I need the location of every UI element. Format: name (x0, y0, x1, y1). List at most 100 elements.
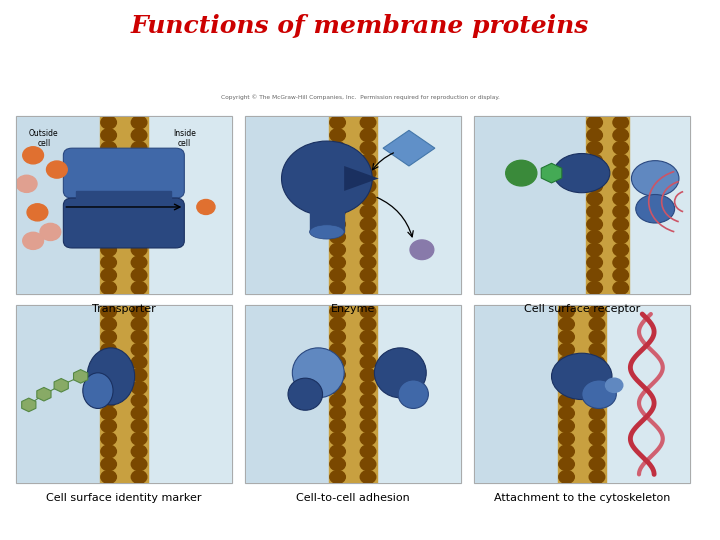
Circle shape (589, 407, 605, 420)
Circle shape (131, 167, 147, 180)
Circle shape (330, 116, 346, 129)
FancyBboxPatch shape (63, 148, 184, 198)
Circle shape (589, 458, 605, 471)
Bar (329, 116, 377, 294)
Circle shape (131, 470, 147, 483)
Circle shape (360, 141, 376, 154)
Bar (558, 305, 606, 483)
Circle shape (410, 240, 433, 260)
Circle shape (131, 433, 147, 445)
Circle shape (330, 458, 346, 471)
Bar (310, 178, 344, 232)
Polygon shape (54, 379, 68, 392)
Circle shape (101, 205, 117, 218)
Circle shape (587, 141, 603, 154)
Circle shape (101, 281, 117, 294)
Circle shape (589, 420, 605, 433)
Circle shape (559, 458, 575, 471)
Circle shape (589, 305, 605, 318)
Bar (100, 305, 148, 483)
Circle shape (559, 407, 575, 420)
Polygon shape (541, 163, 562, 183)
Circle shape (589, 369, 605, 382)
Ellipse shape (631, 160, 679, 196)
Circle shape (587, 154, 603, 167)
Circle shape (587, 167, 603, 180)
Circle shape (330, 180, 346, 193)
Circle shape (360, 231, 376, 244)
Circle shape (131, 318, 147, 330)
Ellipse shape (552, 353, 612, 400)
Circle shape (505, 160, 537, 186)
Circle shape (589, 356, 605, 369)
Circle shape (101, 470, 117, 483)
Circle shape (589, 330, 605, 343)
Circle shape (360, 420, 376, 433)
Circle shape (613, 281, 629, 294)
Circle shape (101, 458, 117, 471)
Circle shape (101, 218, 117, 231)
Circle shape (360, 394, 376, 407)
Circle shape (360, 305, 376, 318)
Polygon shape (37, 387, 51, 401)
Circle shape (330, 256, 346, 269)
Circle shape (330, 154, 346, 167)
Circle shape (101, 407, 117, 420)
Circle shape (559, 433, 575, 445)
Circle shape (613, 154, 629, 167)
Bar (377, 116, 461, 294)
Text: Transporter: Transporter (92, 304, 156, 314)
Polygon shape (383, 130, 435, 166)
Ellipse shape (310, 225, 344, 239)
Circle shape (360, 343, 376, 356)
Circle shape (613, 141, 629, 154)
Circle shape (330, 218, 346, 231)
Circle shape (360, 445, 376, 458)
Circle shape (360, 180, 376, 193)
Circle shape (330, 167, 346, 180)
Ellipse shape (554, 153, 610, 193)
Circle shape (587, 244, 603, 256)
Circle shape (101, 343, 117, 356)
Text: Enzyme: Enzyme (330, 304, 375, 314)
Circle shape (101, 394, 117, 407)
Ellipse shape (288, 378, 323, 410)
Circle shape (330, 129, 346, 141)
Circle shape (131, 244, 147, 256)
Circle shape (131, 445, 147, 458)
Bar (76, 191, 171, 205)
Circle shape (23, 232, 43, 249)
Circle shape (101, 318, 117, 330)
Circle shape (360, 244, 376, 256)
Circle shape (360, 381, 376, 394)
Circle shape (330, 470, 346, 483)
Circle shape (360, 281, 376, 294)
Circle shape (131, 369, 147, 382)
Bar (629, 116, 690, 294)
Circle shape (17, 176, 37, 192)
Ellipse shape (582, 380, 616, 408)
Circle shape (131, 394, 147, 407)
Circle shape (131, 218, 147, 231)
Circle shape (101, 356, 117, 369)
Circle shape (360, 116, 376, 129)
Circle shape (101, 420, 117, 433)
Circle shape (330, 141, 346, 154)
Circle shape (330, 269, 346, 282)
Polygon shape (22, 398, 36, 411)
Circle shape (40, 224, 60, 240)
Bar (586, 116, 629, 294)
Circle shape (613, 129, 629, 141)
Circle shape (559, 394, 575, 407)
Circle shape (360, 154, 376, 167)
Circle shape (589, 445, 605, 458)
Circle shape (101, 381, 117, 394)
Circle shape (587, 281, 603, 294)
Circle shape (330, 305, 346, 318)
Circle shape (131, 381, 147, 394)
Circle shape (613, 180, 629, 193)
Circle shape (559, 330, 575, 343)
Circle shape (101, 256, 117, 269)
FancyBboxPatch shape (63, 198, 184, 248)
Circle shape (589, 470, 605, 483)
